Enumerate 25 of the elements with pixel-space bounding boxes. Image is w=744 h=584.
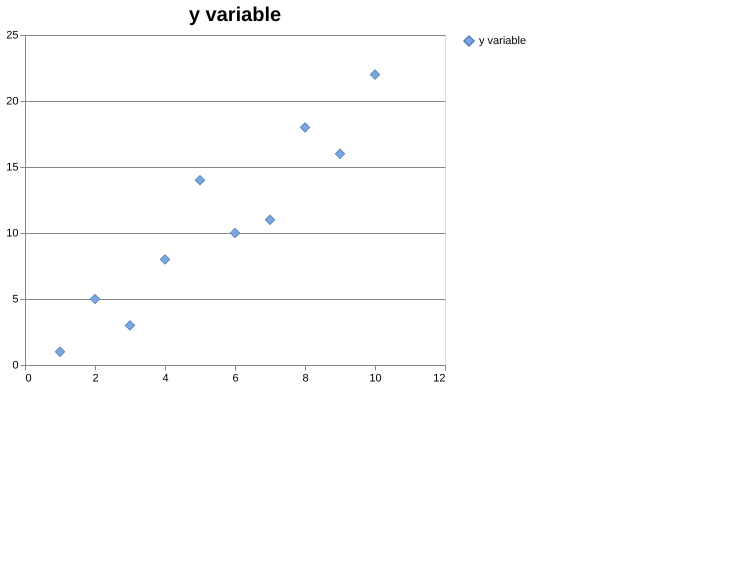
- y-tick-label: 15: [6, 162, 18, 174]
- y-tick-label: 20: [6, 96, 18, 108]
- x-tick-label: 4: [162, 372, 169, 384]
- x-tick-label: 6: [232, 372, 239, 384]
- y-tick-label: 10: [6, 228, 18, 240]
- point: [160, 254, 170, 265]
- point: [54, 346, 66, 357]
- point: [124, 320, 136, 331]
- point: [334, 148, 346, 159]
- x-tick-label: 2: [92, 372, 99, 384]
- point: [370, 69, 380, 80]
- y-tick-label: 5: [12, 294, 18, 306]
- point: [230, 228, 240, 238]
- point: [90, 294, 100, 304]
- point: [264, 214, 276, 225]
- x-tick-label: 12: [433, 372, 446, 384]
- legend-label: y variable: [479, 35, 526, 47]
- x-tick-label: 8: [302, 372, 309, 384]
- chart-title: y variable: [188, 4, 282, 26]
- point: [194, 175, 206, 186]
- x-tick-label: 0: [26, 372, 32, 384]
- x-tick-label: 10: [369, 372, 382, 384]
- y-tick-label: 25: [6, 30, 18, 42]
- point: [300, 122, 310, 133]
- y-tick-label: 0: [12, 360, 18, 372]
